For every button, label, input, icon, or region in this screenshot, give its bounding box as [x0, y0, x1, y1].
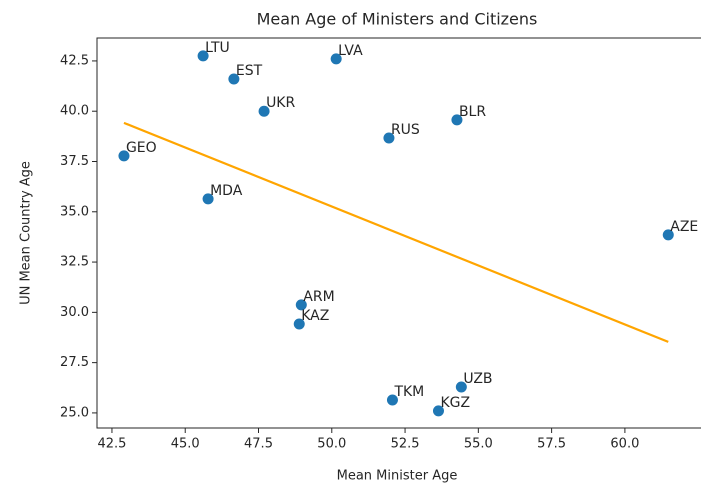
point [295, 299, 307, 311]
point [451, 114, 463, 126]
point-label: ARM [303, 289, 334, 305]
x-tick-label: 45.0 [171, 437, 200, 452]
point-label: UZB [463, 371, 492, 387]
y-tick-label: 35.0 [60, 204, 89, 219]
point [197, 50, 209, 62]
x-tick-label: 52.5 [391, 437, 420, 452]
y-tick-label: 40.0 [60, 104, 89, 119]
point-label: MDA [210, 183, 243, 199]
point [258, 105, 270, 117]
point-label: KGZ [440, 395, 470, 411]
y-tick-label: 37.5 [60, 154, 89, 169]
point-label: RUS [391, 122, 420, 138]
point-label: GEO [126, 140, 157, 156]
point [455, 381, 467, 393]
point [432, 405, 444, 417]
point [330, 53, 342, 65]
x-tick-label: 47.5 [244, 437, 273, 452]
point [228, 73, 240, 85]
point-label: UKR [266, 95, 295, 111]
point [383, 132, 395, 144]
point-label: EST [236, 63, 263, 79]
x-tick-label: 57.5 [537, 437, 566, 452]
y-tick-label: 32.5 [60, 255, 89, 270]
point [293, 318, 305, 330]
point-label: AZE [670, 219, 698, 235]
point [386, 394, 398, 406]
point-label: LTU [205, 40, 230, 56]
plot-frame [96, 37, 701, 429]
point-label: KAZ [301, 308, 329, 324]
point-label: TKM [393, 384, 424, 400]
point-label: BLR [459, 104, 486, 120]
point [202, 193, 214, 205]
fit-line [123, 121, 669, 343]
x-tick-label: 60.0 [610, 437, 639, 452]
point-label: LVA [338, 43, 363, 59]
y-tick-label: 42.5 [60, 53, 89, 68]
y-tick-label: 30.0 [60, 305, 89, 320]
y-tick-label: 25.0 [60, 405, 89, 420]
chart-title: Mean Age of Ministers and Citizens [257, 10, 538, 29]
x-tick-label: 42.5 [97, 437, 126, 452]
y-axis-label: UN Mean Country Age [19, 161, 34, 305]
x-tick-label: 55.0 [464, 437, 493, 452]
point [118, 150, 130, 162]
y-tick-label: 27.5 [60, 355, 89, 370]
point [662, 229, 674, 241]
x-tick-label: 50.0 [317, 437, 346, 452]
x-axis-label: Mean Minister Age [337, 469, 458, 484]
